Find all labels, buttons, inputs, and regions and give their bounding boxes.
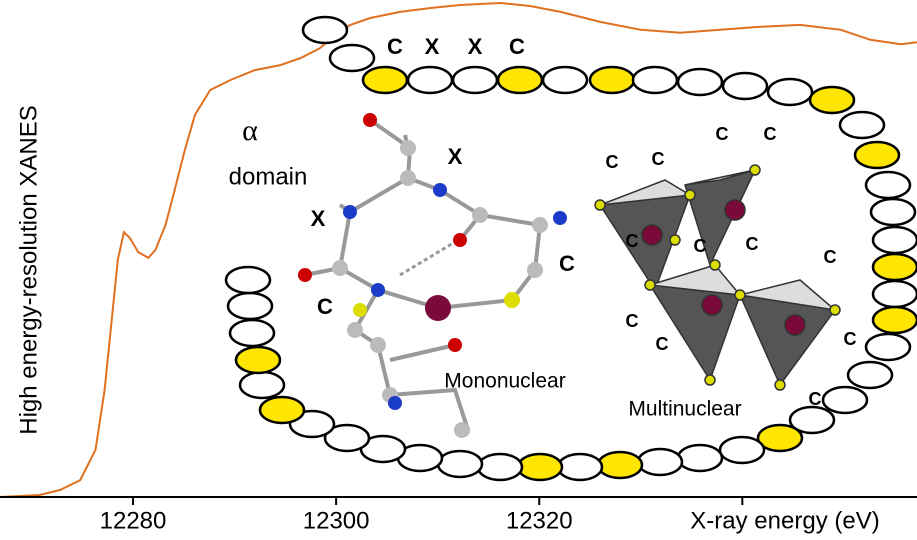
cluster-label: C [809,389,822,409]
bead [238,370,286,400]
residue-label: C [317,294,333,319]
alpha: α [242,114,258,147]
bead [864,332,912,362]
x-tick-label: 12280 [100,507,167,534]
xanes-line [0,1,917,498]
bead [788,405,836,435]
residue-label: X [425,34,440,59]
tetrahedra [594,164,841,391]
bead [588,65,636,95]
cluster-label: C [652,149,665,169]
residue-label: X [311,206,326,231]
cluster-label: C [626,231,639,251]
bead [636,447,684,477]
bead [361,65,409,95]
bead [838,110,886,140]
bead [301,15,349,45]
bead [721,71,769,101]
bead [228,318,276,348]
bead [224,265,272,295]
bead [451,65,499,95]
bead [871,252,917,282]
bead [676,67,724,97]
residue-label: C [387,34,403,59]
y-axis-label: High energy-resolution XANES [15,105,42,435]
bead [871,305,917,335]
bead [766,77,814,107]
cluster-label: C [694,236,707,256]
cluster-label: C [606,152,619,172]
bead [808,85,856,115]
cluster-label: C [824,247,837,267]
bead [541,65,589,95]
mononuclear-label: Mononuclear [444,370,565,393]
bead [853,140,901,170]
bead [234,345,282,375]
bead [676,443,724,473]
bead [871,225,917,255]
bead [516,452,564,482]
cluster-label: C [626,311,639,331]
residue-label: X [448,144,463,169]
bead [406,65,454,95]
bead [496,65,544,95]
residue-label: C [559,251,575,276]
cluster-label: C [764,124,777,144]
bead [328,43,376,73]
bead [258,395,306,425]
cluster-label: C [656,334,669,354]
schematic [224,15,917,482]
domain-label: domain [229,163,308,190]
bead [631,65,679,95]
bead [436,449,484,479]
bead [323,423,371,453]
bead [756,423,804,453]
bead [821,385,869,415]
bead [871,279,917,309]
bead [864,170,912,200]
bead [556,452,604,482]
bead [869,197,917,227]
x-axis-label: X-ray energy (eV) [690,507,879,534]
cluster-label: C [746,234,759,254]
residue-label: C [509,34,525,59]
x-tick-label: 12300 [303,507,370,534]
cluster-label: C [716,124,729,144]
residue-label: X [468,34,483,59]
x-tick-label: 12320 [506,507,573,534]
cluster-label: C [844,329,857,349]
bead [718,435,766,465]
atoms [298,113,567,438]
bead [596,450,644,480]
bead [846,360,894,390]
bead [226,291,274,321]
multinuclear-label: Multinuclear [628,398,741,421]
bead [476,452,524,482]
